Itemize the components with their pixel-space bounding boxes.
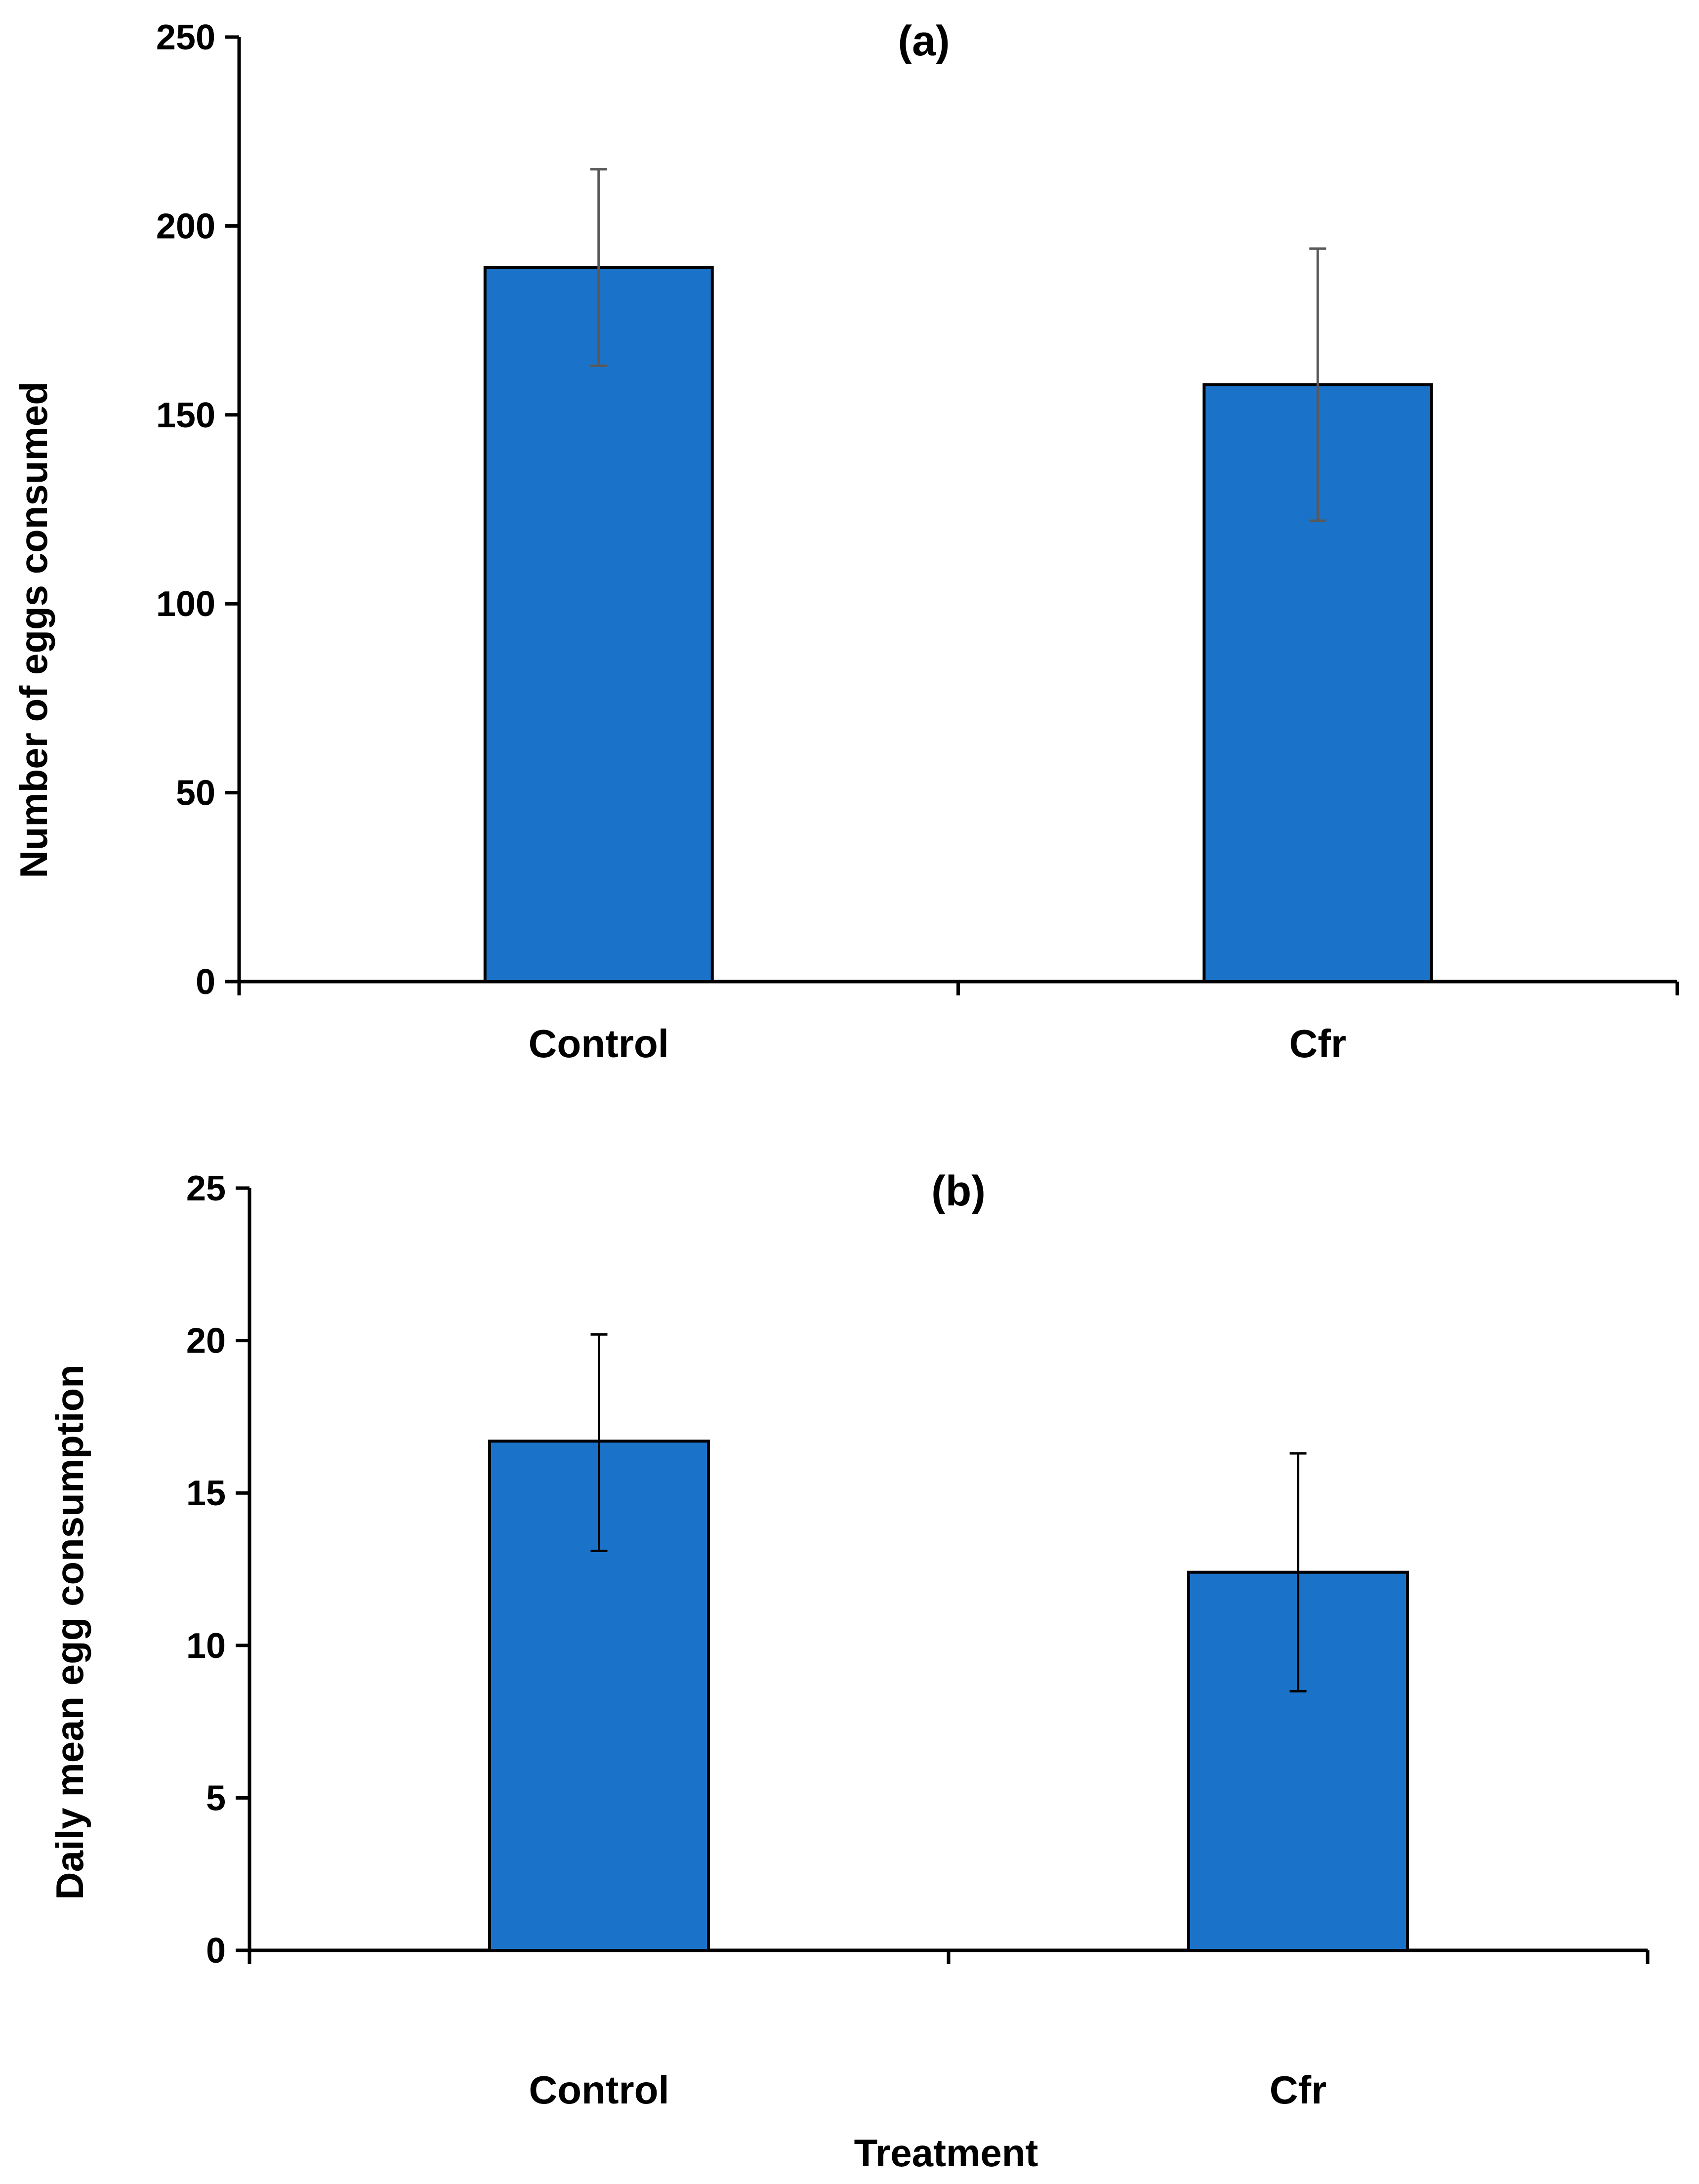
panel-a-error-bar-control	[590, 168, 607, 367]
panel-a-bar-control	[483, 266, 714, 984]
panel-a-y-tick-label: 100	[156, 584, 215, 624]
panel-b-y-tick-label: 15	[186, 1474, 226, 1513]
panel-a-y-tick-label: 150	[156, 396, 215, 435]
panel-a-plot-area: 0 50 100 150 200 250 Control Cfr	[156, 18, 1679, 1066]
panel-b-category-label: Cfr	[1270, 2068, 1327, 2112]
panel-a-y-tick-label: 200	[156, 206, 215, 246]
panel-a-title: (a)	[898, 17, 950, 65]
panel-b-y-tick-label: 10	[186, 1626, 226, 1666]
panel-a-y-tick-label: 50	[176, 774, 215, 813]
panel-a-y-tick-label: 250	[156, 18, 215, 57]
panel-a-error-bar-cfr	[1309, 247, 1326, 522]
panel-a-y-tick-label: 0	[196, 962, 215, 1002]
panel-a-category-label: Cfr	[1289, 1022, 1346, 1066]
panel-b-x-axis-title: Treatment	[854, 2131, 1038, 2175]
panel-b-y-tick-label: 5	[206, 1778, 226, 1818]
panel-b-title: (b)	[931, 1167, 986, 1215]
panel-a-category-label: Control	[529, 1022, 669, 1066]
panel-a-y-axis-title: Number of eggs consumed	[12, 381, 55, 878]
panel-b-category-label: Control	[529, 2068, 669, 2112]
panel-b-y-axis-title: Daily mean egg consumption	[48, 1364, 91, 1900]
panel-b-y-tick-label: 25	[186, 1169, 226, 1208]
panel-b-plot-area: 0 5 10 15 20 25 Control Cfr	[186, 1169, 1650, 2112]
panel-b-y-tick-label: 20	[186, 1321, 226, 1361]
panel-a-chart: (a) Number of eggs consumed 0 50 100 150 200…	[12, 17, 1679, 1066]
panel-b-error-bar-cfr	[1289, 1452, 1307, 1692]
panel-b-chart: (b) Daily mean egg consumption Treatment…	[48, 1167, 1650, 2175]
panel-b-error-bar-control	[590, 1333, 608, 1552]
panel-b-y-tick-label: 0	[206, 1931, 226, 1971]
